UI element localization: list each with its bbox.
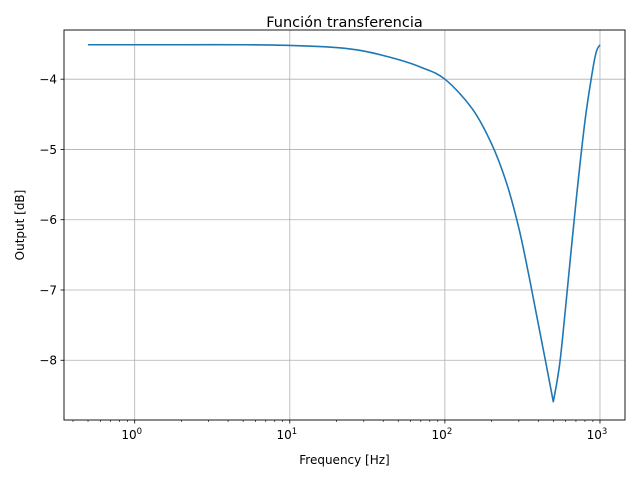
chart-title: Función transferencia <box>266 15 423 31</box>
y-tick-label: −6 <box>39 213 57 227</box>
grid <box>64 30 625 420</box>
x-axis-label: Frequency [Hz] <box>299 453 390 467</box>
y-axis-label: Output [dB] <box>13 190 27 261</box>
series-layer <box>88 43 601 403</box>
x-tick-label: 100 <box>121 427 142 442</box>
x-tick-label: 102 <box>432 427 453 442</box>
ticks: 100 101 102 103 −4 −5 −6 −7 −8 <box>39 72 607 442</box>
series-line <box>88 43 601 403</box>
y-tick-label: −5 <box>39 143 57 157</box>
plot-frame <box>63 29 626 421</box>
y-tick-label: −4 <box>39 72 57 86</box>
x-tick-label: 101 <box>276 427 297 442</box>
y-tick-label: −7 <box>39 283 57 297</box>
y-tick-label: −8 <box>39 354 57 368</box>
x-tick-label: 103 <box>587 427 608 442</box>
